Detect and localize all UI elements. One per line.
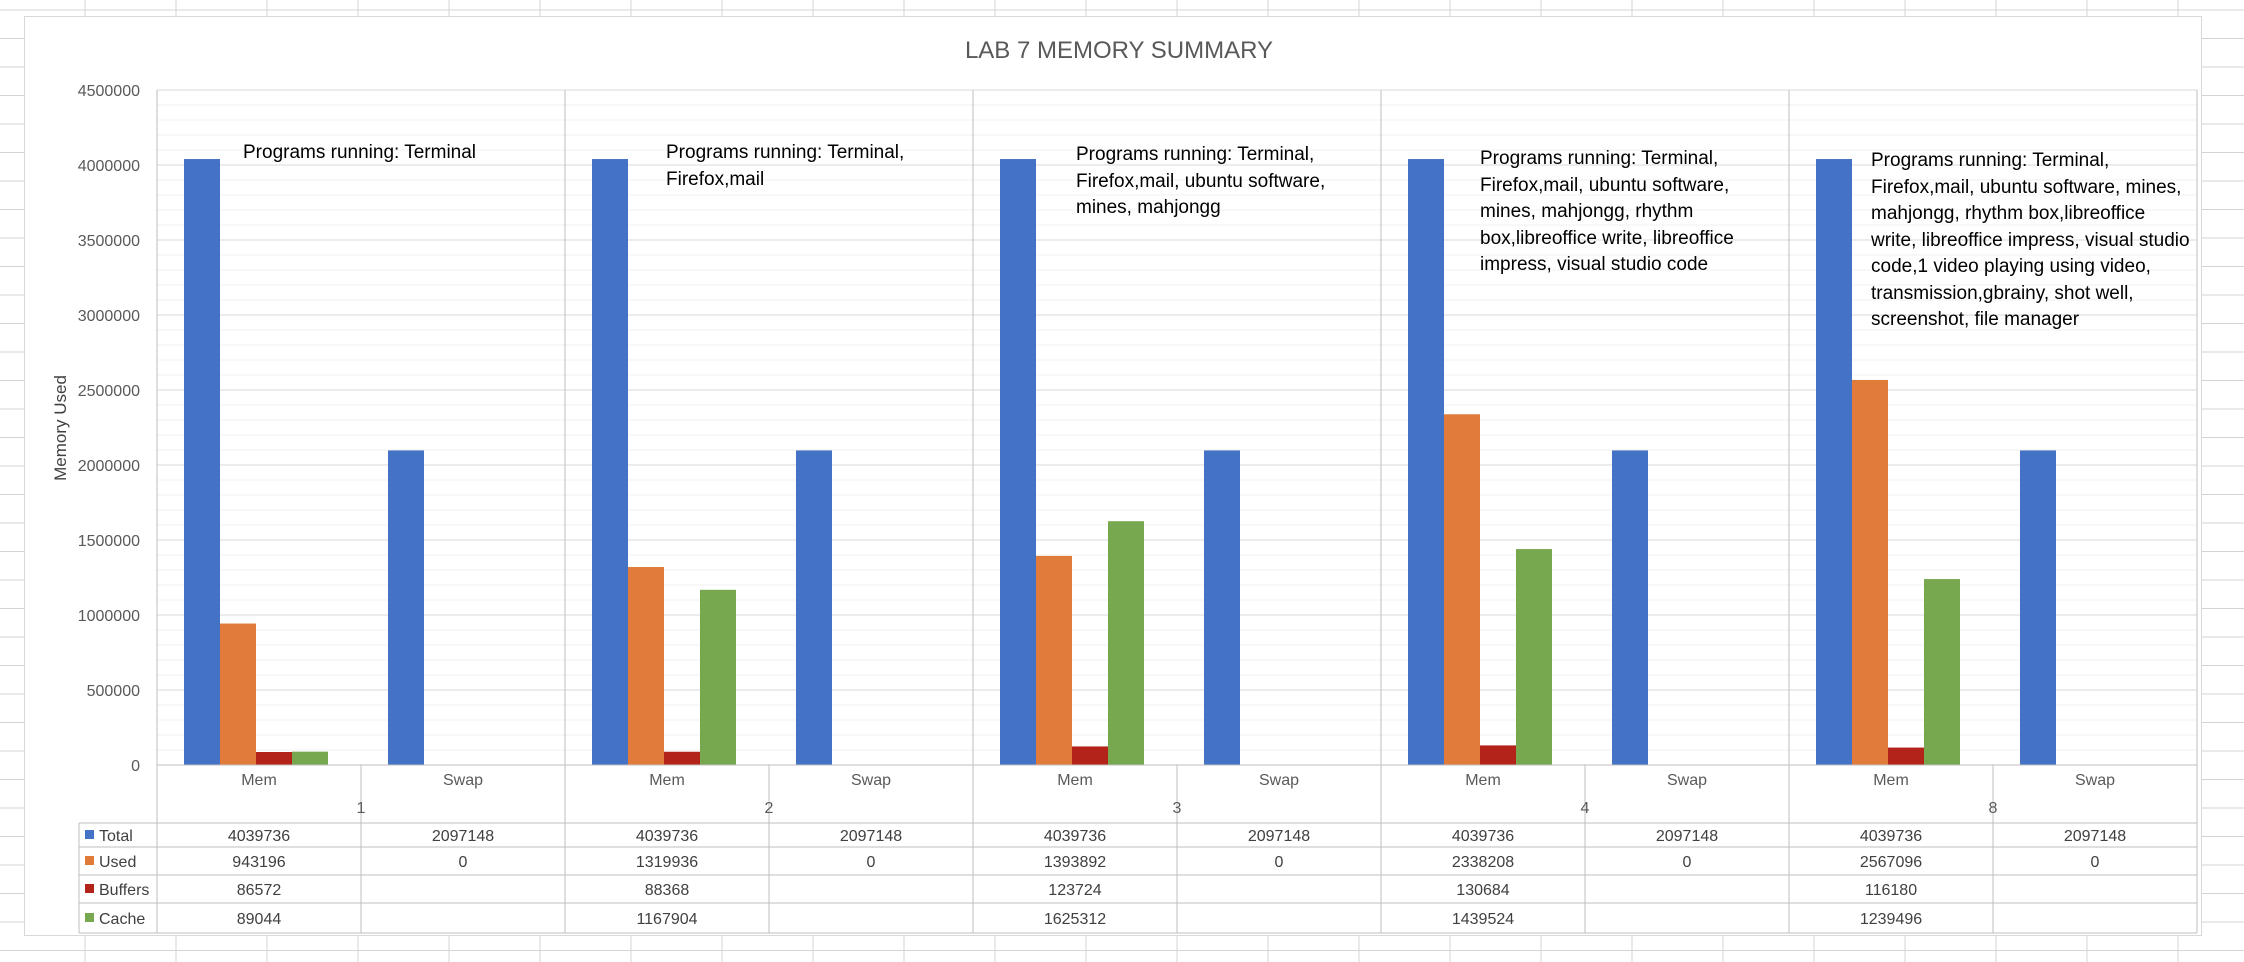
bar-used-2-mem — [628, 567, 664, 765]
table-cell: 1625312 — [1044, 911, 1106, 928]
legend-label-cache: Cache — [99, 911, 145, 928]
annotation-group-1: Programs running: Terminal — [243, 142, 477, 163]
table-cell: 2567096 — [1860, 854, 1922, 871]
bar-cache-3-mem — [1108, 521, 1144, 765]
bar-total-2-swap — [796, 450, 832, 765]
table-cell: 123724 — [1048, 882, 1101, 899]
bar-total-4-mem — [1408, 159, 1444, 765]
x-tick-label: Mem — [1873, 772, 1909, 789]
bar-total-1-mem — [184, 159, 220, 765]
table-cell: 2097148 — [1248, 828, 1310, 845]
bar-used-8-mem — [1852, 379, 1888, 765]
legend-key-used — [85, 856, 94, 865]
table-cell: 86572 — [237, 882, 282, 899]
legend-label-used: Used — [99, 854, 136, 871]
bar-used-1-mem — [220, 623, 256, 765]
bar-total-8-swap — [2020, 450, 2056, 765]
y-tick-label: 4000000 — [78, 158, 140, 175]
bar-buffers-4-mem — [1480, 745, 1516, 765]
table-cell: 0 — [1275, 854, 1284, 871]
table-cell: 4039736 — [1044, 828, 1106, 845]
legend-key-buffers — [85, 884, 94, 893]
bar-used-4-mem — [1444, 414, 1480, 765]
bar-total-8-mem — [1816, 159, 1852, 765]
y-tick-label: 4500000 — [78, 83, 140, 100]
table-cell: 4039736 — [1452, 828, 1514, 845]
x-tick-label: Swap — [443, 772, 483, 789]
table-cell: 88368 — [645, 882, 690, 899]
table-cell: 1393892 — [1044, 854, 1106, 871]
table-cell: 0 — [459, 854, 468, 871]
table-cell: 0 — [2091, 854, 2100, 871]
bar-total-4-swap — [1612, 450, 1648, 765]
legend-label-total: Total — [99, 828, 133, 845]
table-cell: 2097148 — [840, 828, 902, 845]
table-cell: 2338208 — [1452, 854, 1514, 871]
table-cell: 89044 — [237, 911, 282, 928]
table-cell: 1239496 — [1860, 911, 1922, 928]
annotation-group-8: Programs running: Terminal, Firefox,mail… — [1871, 150, 2190, 330]
annotation-group-2: Programs running: Terminal, Firefox,mail — [666, 142, 905, 190]
bar-cache-2-mem — [700, 589, 736, 765]
y-tick-label: 0 — [131, 758, 140, 775]
y-tick-label: 3500000 — [78, 233, 140, 250]
table-cell: 130684 — [1456, 882, 1509, 899]
group-label: 4 — [1581, 800, 1590, 817]
table-cell: 0 — [867, 854, 876, 871]
y-tick-label: 500000 — [87, 683, 140, 700]
y-tick-label: 3000000 — [78, 308, 140, 325]
group-label: 8 — [1989, 800, 1998, 817]
x-tick-label: Swap — [1667, 772, 1707, 789]
y-tick-label: 1000000 — [78, 608, 140, 625]
bar-total-2-mem — [592, 159, 628, 765]
x-tick-label: Mem — [649, 772, 685, 789]
legend-key-total — [85, 830, 94, 839]
table-cell: 4039736 — [636, 828, 698, 845]
table-cell: 0 — [1683, 854, 1692, 871]
y-tick-label: 1500000 — [78, 533, 140, 550]
bar-buffers-8-mem — [1888, 747, 1924, 765]
table-cell: 1167904 — [636, 911, 697, 928]
x-tick-label: Mem — [241, 772, 277, 789]
x-tick-label: Mem — [1057, 772, 1093, 789]
annotation-group-3: Programs running: Terminal, Firefox,mail… — [1076, 144, 1326, 218]
chart-title: LAB 7 MEMORY SUMMARY — [965, 37, 1273, 64]
table-cell: 1439524 — [1452, 911, 1514, 928]
table-cell: 1319936 — [636, 854, 698, 871]
bar-total-1-swap — [388, 450, 424, 765]
bar-used-3-mem — [1036, 555, 1072, 765]
x-tick-label: Swap — [1259, 772, 1299, 789]
table-cell: 2097148 — [1656, 828, 1718, 845]
bar-cache-8-mem — [1924, 579, 1960, 765]
group-label: 1 — [357, 800, 366, 817]
bar-total-3-swap — [1204, 450, 1240, 765]
table-cell: 943196 — [232, 854, 285, 871]
table-cell: 2097148 — [2064, 828, 2126, 845]
x-tick-label: Mem — [1465, 772, 1501, 789]
legend-label-buffers: Buffers — [99, 882, 149, 899]
bar-buffers-3-mem — [1072, 746, 1108, 765]
bar-cache-4-mem — [1516, 549, 1552, 765]
legend-key-cache — [85, 913, 94, 922]
y-tick-label: 2500000 — [78, 383, 140, 400]
y-tick-label: 2000000 — [78, 458, 140, 475]
group-label: 3 — [1173, 800, 1182, 817]
annotation-group-4: Programs running: Terminal, Firefox,mail… — [1480, 148, 1734, 275]
table-cell: 4039736 — [1860, 828, 1922, 845]
x-tick-label: Swap — [851, 772, 891, 789]
table-cell: 4039736 — [228, 828, 290, 845]
table-cell: 116180 — [1865, 882, 1917, 899]
group-label: 2 — [765, 800, 774, 817]
table-cell: 2097148 — [432, 828, 494, 845]
bar-cache-1-mem — [292, 751, 328, 765]
y-axis-label: Memory Used — [51, 375, 70, 481]
bar-total-3-mem — [1000, 159, 1036, 765]
bar-buffers-1-mem — [256, 752, 292, 765]
x-tick-label: Swap — [2075, 772, 2115, 789]
bar-buffers-2-mem — [664, 751, 700, 765]
